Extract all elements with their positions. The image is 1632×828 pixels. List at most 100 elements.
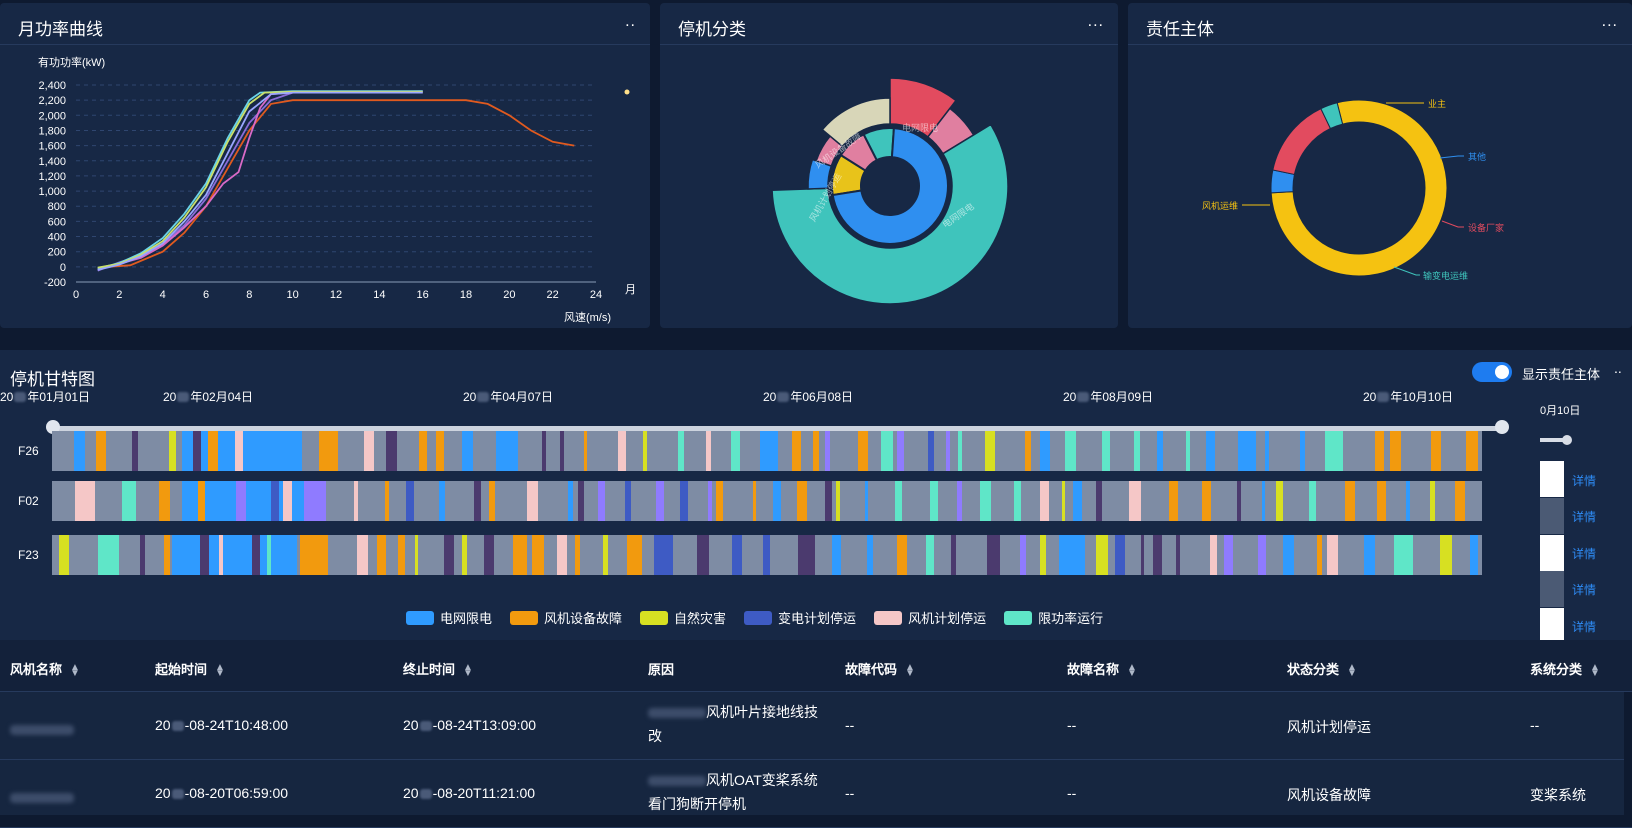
legend-item[interactable]: 限功率运行 — [1004, 608, 1103, 627]
gantt-segment[interactable] — [1430, 431, 1442, 471]
gantt-segment[interactable] — [1073, 481, 1082, 521]
gantt-segment[interactable] — [1309, 481, 1316, 521]
gantt-segment[interactable] — [927, 431, 934, 471]
gantt-segment[interactable] — [762, 535, 770, 575]
timeline-slider-track[interactable] — [52, 426, 1502, 431]
gantt-segment[interactable] — [836, 481, 841, 521]
gantt-segment[interactable] — [957, 481, 962, 521]
gantt-segment[interactable] — [473, 481, 481, 521]
gantt-segment[interactable] — [697, 535, 709, 575]
gantt-segment[interactable] — [462, 535, 467, 575]
gantt-segment[interactable] — [705, 431, 711, 471]
gantt-segment[interactable] — [267, 535, 272, 575]
outer-slice[interactable] — [771, 123, 1009, 305]
gantt-segment[interactable] — [1405, 481, 1411, 521]
gantt-segment[interactable] — [386, 431, 398, 471]
gantt-segment[interactable] — [283, 481, 293, 521]
gantt-segment[interactable] — [398, 535, 405, 575]
gantt-segment[interactable] — [59, 535, 69, 575]
gantt-segment[interactable] — [951, 535, 956, 575]
gantt-segment[interactable] — [680, 481, 689, 521]
legend-item[interactable]: 电网限电 — [406, 608, 492, 627]
gantt-segment[interactable] — [1455, 481, 1466, 521]
gantt-segment[interactable] — [797, 481, 807, 521]
gantt-segment[interactable] — [1345, 481, 1356, 521]
gantt-segment[interactable] — [192, 431, 202, 471]
gantt-segment[interactable] — [279, 431, 293, 471]
gantt-segment[interactable] — [300, 535, 328, 575]
gantt-segment[interactable] — [824, 481, 832, 521]
gantt-segment[interactable] — [414, 535, 419, 575]
gantt-segment[interactable] — [1013, 481, 1022, 521]
outer-slice[interactable] — [821, 97, 891, 148]
detail-link[interactable]: 详情 — [1572, 474, 1597, 488]
detail-link[interactable]: 详情 — [1572, 510, 1597, 524]
gantt-segment[interactable] — [559, 431, 564, 471]
gantt-segment[interactable] — [730, 431, 740, 471]
detail-link[interactable]: 详情 — [1572, 547, 1597, 561]
gantt-segment[interactable] — [1265, 431, 1269, 471]
gantt-segment[interactable] — [578, 481, 585, 521]
gantt-segment[interactable] — [1393, 535, 1413, 575]
gantt-segment[interactable] — [1389, 431, 1402, 471]
gantt-segment[interactable] — [897, 535, 908, 575]
gantt-segment[interactable] — [235, 481, 247, 521]
show-responsible-toggle[interactable] — [1472, 362, 1512, 382]
column-header-status[interactable]: 状态分类 ▲ ▼ — [1287, 659, 1357, 678]
gantt-segment[interactable] — [946, 431, 950, 471]
gantt-segment[interactable] — [1039, 431, 1051, 471]
gantt-segment[interactable] — [526, 481, 539, 521]
gantt-segment[interactable] — [1039, 535, 1047, 575]
gantt-segment[interactable] — [773, 481, 782, 521]
gantt-segment[interactable] — [208, 431, 219, 471]
gantt-segment[interactable] — [1236, 481, 1242, 521]
column-header-end-time[interactable]: 终止时间 ▲ ▼ — [403, 659, 473, 678]
legend-item[interactable]: 风机计划停运 — [874, 608, 986, 627]
gantt-segment[interactable] — [731, 535, 742, 575]
more-menu-icon[interactable]: ... — [1601, 13, 1618, 30]
gantt-segment[interactable] — [1316, 535, 1322, 575]
gantt-segment[interactable] — [270, 481, 279, 521]
mini-slider-handle[interactable] — [1562, 435, 1572, 445]
gantt-segment[interactable] — [866, 535, 873, 575]
gantt-segment[interactable] — [881, 431, 893, 471]
gantt-segment[interactable] — [1201, 481, 1211, 521]
detail-link[interactable]: 详情 — [1572, 620, 1597, 634]
gantt-segment[interactable] — [627, 535, 643, 575]
gantt-bar-F23[interactable] — [52, 535, 1482, 575]
gantt-segment[interactable] — [625, 481, 631, 521]
inner-slice[interactable] — [831, 127, 949, 245]
gantt-segment[interactable] — [318, 431, 339, 471]
more-menu-icon[interactable]: .. — [1614, 360, 1622, 376]
gantt-segment[interactable] — [1095, 535, 1109, 575]
gantt-segment[interactable] — [1157, 431, 1163, 471]
timeline-slider-start-handle[interactable] — [46, 420, 60, 434]
gantt-segment[interactable] — [618, 431, 626, 471]
gantt-segment[interactable] — [987, 535, 1000, 575]
gantt-segment[interactable] — [656, 481, 665, 521]
gantt-segment[interactable] — [139, 535, 145, 575]
gantt-segment[interactable] — [1283, 535, 1294, 575]
gantt-segment[interactable] — [122, 481, 136, 521]
gantt-segment[interactable] — [461, 431, 473, 471]
gantt-segment[interactable] — [419, 431, 427, 471]
column-header-start-time[interactable]: 起始时间 ▲ ▼ — [155, 659, 225, 678]
gantt-segment[interactable] — [1133, 431, 1140, 471]
mini-slider-track[interactable] — [1540, 438, 1570, 442]
gantt-segment[interactable] — [1224, 535, 1233, 575]
gantt-segment[interactable] — [930, 481, 939, 521]
table-row[interactable]: 20 -08-24T10:48:00 20 -08-24T13:09:00 风机叶片… — [0, 692, 1632, 760]
gantt-segment[interactable] — [980, 481, 991, 521]
table-row[interactable]: 20 -08-20T06:59:00 20 -08-20T11:21:00 风机OA… — [0, 760, 1632, 828]
gantt-segment[interactable] — [857, 431, 869, 471]
gantt-segment[interactable] — [575, 535, 580, 575]
gantt-segment[interactable] — [158, 481, 170, 521]
gantt-segment[interactable] — [405, 481, 415, 521]
legend-item[interactable]: 变电计划停运 — [744, 608, 856, 627]
more-menu-icon[interactable]: .. — [625, 13, 636, 30]
column-header-turbine-name[interactable]: 风机名称 ▲ ▼ — [10, 659, 80, 678]
gantt-segment[interactable] — [1465, 431, 1478, 471]
more-menu-icon[interactable]: ... — [1087, 13, 1104, 30]
gantt-segment[interactable] — [436, 431, 444, 471]
gantt-segment[interactable] — [707, 481, 712, 521]
